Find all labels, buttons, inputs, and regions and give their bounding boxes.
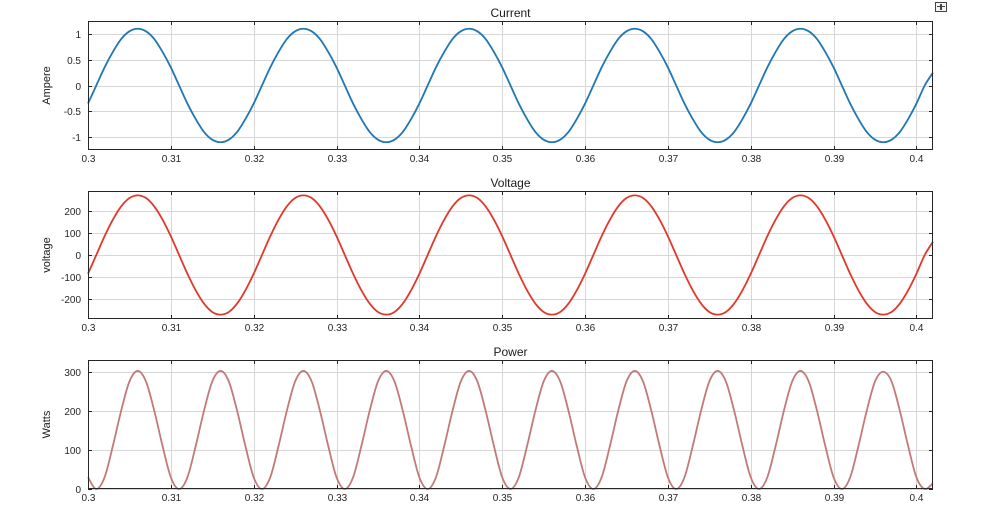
y-tick-label: -100 bbox=[61, 273, 81, 284]
x-tick-label: 0.39 bbox=[825, 493, 845, 504]
dock-axes-icon[interactable] bbox=[935, 2, 947, 12]
x-tick-label: 0.39 bbox=[825, 154, 845, 165]
y-tick-label: 200 bbox=[64, 407, 81, 418]
x-tick-label: 0.33 bbox=[328, 323, 348, 334]
chart-panel-3: 0.3 0.31 0.32 0.33 0.34 0.35 0.36 0.37 0.38 0.39 0… bbox=[41, 345, 934, 504]
x-tick-label: 0.3 bbox=[82, 323, 96, 334]
x-tick-label: 0.4 bbox=[910, 493, 924, 504]
y-tick-label: 100 bbox=[64, 446, 81, 457]
y-tick-label: 100 bbox=[64, 229, 81, 240]
x-tick-label: 0.36 bbox=[576, 323, 596, 334]
chart-title: Power bbox=[493, 345, 527, 359]
x-tick-label: 0.32 bbox=[245, 493, 265, 504]
chart-title: Voltage bbox=[490, 176, 530, 190]
x-tick-label: 0.36 bbox=[576, 493, 596, 504]
x-tick-label: 0.3 bbox=[82, 493, 96, 504]
x-tick-label: 0.4 bbox=[910, 323, 924, 334]
x-tick-label: 0.3 bbox=[82, 154, 96, 165]
plot-area bbox=[88, 360, 933, 489]
x-tick-label: 0.37 bbox=[659, 154, 679, 165]
x-tick-label: 0.31 bbox=[162, 493, 182, 504]
x-tick-label: 0.33 bbox=[328, 154, 348, 165]
y-axis-label: Watts bbox=[41, 410, 53, 438]
x-tick-label: 0.32 bbox=[245, 154, 265, 165]
x-tick-label: 0.4 bbox=[910, 154, 924, 165]
x-tick-label: 0.37 bbox=[659, 323, 679, 334]
series-line-current bbox=[87, 27, 934, 144]
chart-panel-2: 0.3 0.31 0.32 0.33 0.34 0.35 0.36 0.37 0.38 0.39 0… bbox=[41, 176, 934, 334]
y-tick-label: 200 bbox=[64, 207, 81, 218]
axes-box bbox=[88, 360, 933, 489]
chart-panel-1: 0.3 0.31 0.32 0.33 0.34 0.35 0.36 0.37 0.38 0.39 0… bbox=[41, 6, 934, 165]
y-axis-label: voltage bbox=[41, 237, 53, 272]
x-tick-label: 0.35 bbox=[493, 154, 513, 165]
x-tick-label: 0.31 bbox=[162, 323, 182, 334]
x-tick-label: 0.37 bbox=[659, 493, 679, 504]
x-tick-label: 0.35 bbox=[493, 323, 513, 334]
y-tick-label: -0.5 bbox=[64, 107, 82, 118]
x-tick-label: 0.34 bbox=[410, 154, 430, 165]
y-tick-label: -200 bbox=[61, 295, 81, 306]
x-tick-label: 0.32 bbox=[245, 323, 265, 334]
y-axis-label: Ampere bbox=[41, 66, 53, 105]
x-tick-label: 0.38 bbox=[742, 323, 762, 334]
y-tick-label: 0.5 bbox=[67, 56, 81, 67]
x-tick-label: 0.31 bbox=[162, 154, 182, 165]
y-tick-label: 0 bbox=[75, 251, 81, 262]
y-tick-label: 0 bbox=[75, 485, 81, 496]
y-tick-label: 1 bbox=[75, 30, 81, 41]
x-tick-label: 0.35 bbox=[493, 493, 513, 504]
axes-box bbox=[88, 21, 933, 150]
y-tick-label: 300 bbox=[64, 368, 81, 379]
x-tick-label: 0.34 bbox=[410, 493, 430, 504]
x-tick-label: 0.38 bbox=[742, 154, 762, 165]
x-tick-label: 0.38 bbox=[742, 493, 762, 504]
x-tick-label: 0.39 bbox=[825, 323, 845, 334]
chart-title: Current bbox=[490, 6, 531, 20]
y-tick-label: 0 bbox=[75, 82, 81, 93]
series-line-voltage bbox=[87, 194, 934, 316]
x-tick-label: 0.34 bbox=[410, 323, 430, 334]
y-tick-label: -1 bbox=[72, 133, 81, 144]
x-tick-label: 0.33 bbox=[328, 493, 348, 504]
x-tick-label: 0.36 bbox=[576, 154, 596, 165]
